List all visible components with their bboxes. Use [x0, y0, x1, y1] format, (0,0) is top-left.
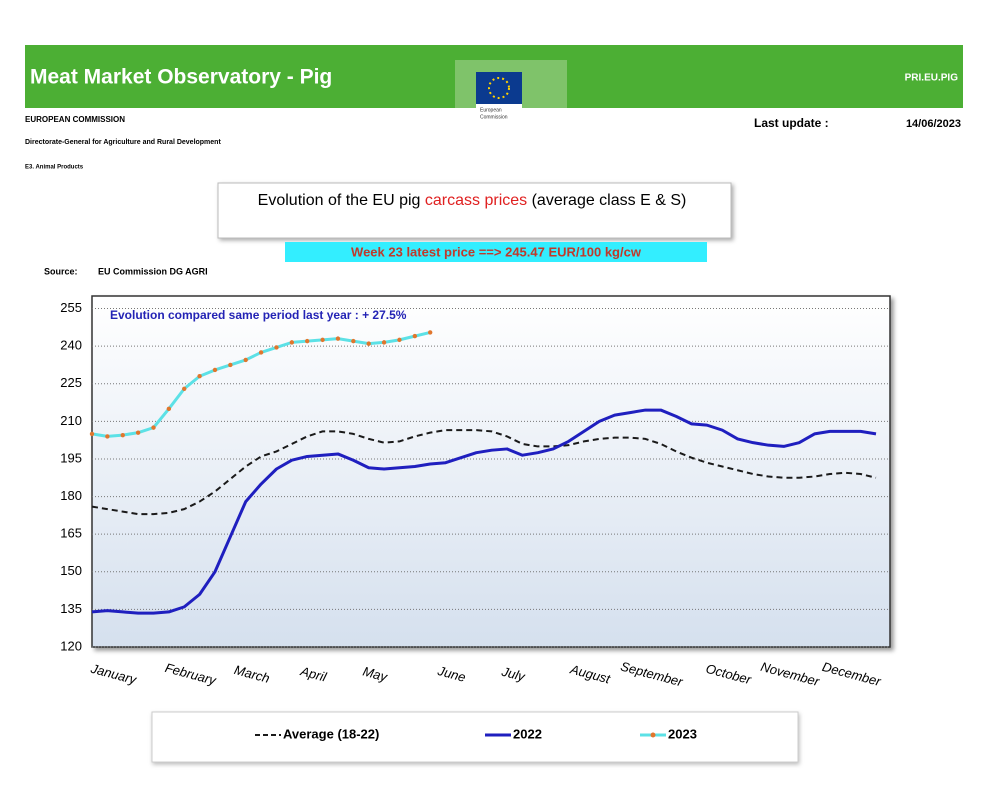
- point: [320, 337, 325, 343]
- y-tick-label: 150: [60, 563, 82, 578]
- series-line: [91, 408, 877, 615]
- point: [120, 432, 125, 438]
- org: EUROPEAN COMMISSION: [25, 115, 125, 124]
- x-tick-label: February: [163, 660, 219, 688]
- point: [366, 341, 371, 346]
- update-label: Last update :: [754, 116, 829, 130]
- x-tick-label: August: [568, 661, 613, 687]
- legend-box: [151, 711, 799, 763]
- point: [228, 362, 233, 368]
- banner: Week 23 latest price ==> 245.47 EUR/100 …: [351, 244, 642, 259]
- point: [427, 330, 433, 335]
- y-tick-label: 120: [60, 638, 82, 653]
- title-box: [217, 182, 732, 239]
- point: [335, 336, 341, 341]
- x-tick-label: March: [233, 662, 272, 686]
- point: [166, 406, 172, 412]
- point: [381, 340, 387, 345]
- y-tick-label: 135: [60, 601, 82, 616]
- point: [105, 434, 110, 439]
- plot-area: [91, 295, 891, 648]
- title-part: (average class E & S): [527, 192, 686, 209]
- x-tick-label: May: [361, 664, 390, 685]
- source-label: Source:: [44, 266, 78, 276]
- logo: European Commission: [455, 60, 567, 126]
- point: [135, 430, 141, 435]
- x-tick-label: October: [704, 661, 753, 688]
- x-tick-label: November: [759, 659, 821, 689]
- title-part: carcass prices: [425, 192, 527, 209]
- x-tick-label: July: [499, 663, 528, 684]
- y-tick-label: 195: [60, 450, 82, 465]
- x-tick-label: September: [619, 658, 685, 689]
- dg: Directorate-General for Agriculture and …: [25, 139, 221, 146]
- point: [289, 340, 295, 345]
- x-tick-label: June: [435, 663, 467, 685]
- y-tick-label: 225: [60, 375, 82, 390]
- point: [412, 333, 418, 339]
- point: [89, 431, 95, 437]
- point: [151, 425, 156, 430]
- annotation: Evolution compared same period last year…: [110, 308, 407, 322]
- point: [305, 338, 310, 344]
- y-tick-label: 240: [60, 338, 82, 353]
- point: [274, 345, 279, 350]
- legend-marker: [650, 732, 656, 738]
- x-tick-label: January: [88, 660, 139, 687]
- legend-label: Average (18-22): [283, 726, 379, 741]
- legend-label: 2023: [668, 726, 697, 741]
- x-tick-label: April: [298, 663, 329, 685]
- y-tick-label: 210: [60, 413, 82, 428]
- point: [197, 374, 202, 379]
- point: [258, 350, 264, 355]
- source: EU Commission DG AGRI: [98, 266, 208, 276]
- x-tick-label: December: [821, 659, 883, 689]
- legend-label: 2022: [513, 726, 542, 741]
- y-tick-label: 255: [60, 300, 82, 315]
- header-title: Meat Market Observatory - Pig: [30, 66, 332, 89]
- y-tick-label: 165: [60, 526, 82, 541]
- chart-title: Evolution of the EU pig carcass prices (…: [258, 192, 687, 209]
- point: [212, 367, 218, 373]
- y-tick-label: 180: [60, 488, 82, 503]
- point: [351, 338, 356, 344]
- point: [397, 337, 402, 343]
- title-part: Evolution of the EU pig: [258, 192, 425, 209]
- unit: E3. Animal Products: [25, 165, 84, 171]
- logo-text: European: [480, 107, 502, 113]
- banner-bg: [285, 242, 707, 262]
- logo-text: Commission: [480, 114, 508, 120]
- update-date: 14/06/2023: [906, 118, 961, 130]
- header-site: PRI.EU.PIG: [905, 73, 959, 84]
- point: [243, 357, 248, 363]
- point: [182, 386, 187, 391]
